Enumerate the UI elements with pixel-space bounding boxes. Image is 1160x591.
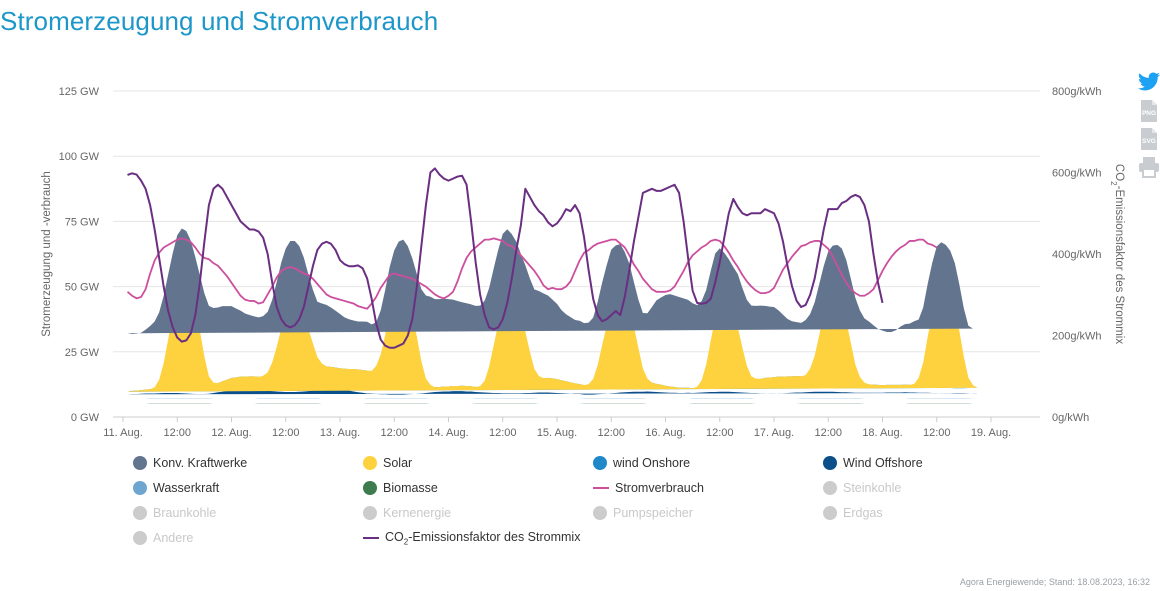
y2-axis-title-part: -Emissionsfaktor des Strommix bbox=[1113, 186, 1125, 345]
legend-symbol bbox=[593, 487, 609, 489]
legend-item-erdgas[interactable]: Erdgas bbox=[823, 504, 883, 522]
footer-credit: Agora Energiewende; Stand: 18.08.2023, 1… bbox=[959, 577, 1150, 587]
legend-label: Biomasse bbox=[383, 481, 438, 495]
legend-item-konv[interactable]: Konv. Kraftwerke bbox=[133, 454, 247, 472]
x-tick-label: 14. Aug. bbox=[428, 427, 468, 439]
legend-item-co2[interactable]: CO2-Emissionsfaktor des Strommix bbox=[363, 529, 580, 547]
legend-label-part: CO bbox=[385, 529, 404, 544]
legend-item-andere[interactable]: Andere bbox=[133, 529, 193, 547]
y2-axis-title: CO2-Emissionsfaktor des Strommix bbox=[1110, 164, 1126, 344]
legend-item-steinkohle[interactable]: Steinkohle bbox=[823, 479, 901, 497]
legend-symbol bbox=[823, 481, 837, 495]
legend-item-solar[interactable]: Solar bbox=[363, 454, 412, 472]
x-tick-label: 19. Aug. bbox=[971, 427, 1011, 439]
legend-label: Steinkohle bbox=[843, 481, 902, 495]
print-icon[interactable] bbox=[1137, 155, 1160, 179]
y2-tick-label: 0g/kWh bbox=[1052, 412, 1089, 424]
y-tick-label: 125 GW bbox=[59, 86, 100, 98]
y2-tick-label: 200g/kWh bbox=[1052, 331, 1102, 343]
svg-icon-label: SVG bbox=[1142, 138, 1156, 145]
area-series bbox=[127, 228, 978, 404]
twitter-icon[interactable] bbox=[1137, 70, 1160, 94]
legend-label: Konv. Kraftwerke bbox=[153, 456, 248, 470]
axes: 0 GW 25 GW 50 GW 75 GW 100 GW 125 GW 0g/kWh 200… bbox=[41, 86, 1125, 439]
legend-label: Wasserkraft bbox=[153, 481, 220, 495]
legend-symbol bbox=[133, 506, 147, 520]
x-tick-label: 12:00 bbox=[597, 427, 625, 439]
png-icon-label: PNG bbox=[1142, 110, 1156, 117]
legend-label: Braunkohle bbox=[153, 506, 217, 520]
legend-symbol bbox=[593, 456, 607, 470]
y2-tick-label: 800g/kWh bbox=[1052, 86, 1102, 98]
x-tick-label: 16. Aug. bbox=[645, 427, 685, 439]
y2-tick-label: 400g/kWh bbox=[1052, 249, 1102, 261]
legend-symbol bbox=[133, 531, 147, 545]
legend-label: wind Onshore bbox=[613, 456, 691, 470]
legend-symbol bbox=[363, 537, 379, 539]
legend-item-wasserkraft[interactable]: Wasserkraft bbox=[133, 479, 219, 497]
legend-label: Solar bbox=[383, 456, 413, 470]
y2-axis-title-part: CO bbox=[1113, 164, 1125, 181]
legend-label: Kernenergie bbox=[383, 506, 452, 520]
page-title: Stromerzeugung und Stromverbrauch bbox=[0, 6, 439, 36]
legend-symbol bbox=[363, 481, 377, 495]
legend-item-braunkohle[interactable]: Braunkohle bbox=[133, 504, 216, 522]
legend-label: Erdgas bbox=[843, 506, 883, 520]
legend-symbol bbox=[823, 456, 837, 470]
legend-item-pumpspeicher[interactable]: Pumpspeicher bbox=[593, 504, 693, 522]
legend-label: CO2-Emissionsfaktor des Strommix bbox=[385, 530, 580, 547]
x-tick-label: 12:00 bbox=[163, 427, 191, 439]
y2-tick-label: 600g/kWh bbox=[1052, 168, 1102, 180]
y-tick-label: 0 GW bbox=[71, 412, 100, 424]
legend-symbol bbox=[133, 481, 147, 495]
y2-axis-title-sub: 2 bbox=[1110, 181, 1119, 186]
legend-symbol bbox=[363, 456, 377, 470]
line-stromverbrauch bbox=[126, 237, 938, 310]
x-tick-label: 12:00 bbox=[706, 427, 734, 439]
legend-label: Wind Offshore bbox=[843, 456, 923, 470]
x-tick-label: 12:00 bbox=[489, 427, 517, 439]
legend-symbol bbox=[133, 456, 147, 470]
x-tick-label: 11. Aug. bbox=[103, 427, 143, 439]
legend-item-wind-onshore[interactable]: wind Onshore bbox=[593, 454, 690, 472]
legend-item-kernenergie[interactable]: Kernenergie bbox=[363, 504, 451, 522]
grid-lines bbox=[113, 90, 1040, 418]
legend-label-sub: 2 bbox=[403, 537, 409, 547]
x-tick-label: 13. Aug. bbox=[320, 427, 360, 439]
legend-item-stromverbrauch[interactable]: Stromverbrauch bbox=[593, 479, 704, 497]
area-konv bbox=[127, 228, 973, 335]
x-tick-label: 12. Aug. bbox=[211, 427, 251, 439]
x-tick-label: 12:00 bbox=[814, 427, 842, 439]
legend-item-biomasse[interactable]: Biomasse bbox=[363, 479, 438, 497]
area-solar bbox=[127, 279, 978, 392]
legend-symbol bbox=[363, 506, 377, 520]
x-tick-label: 12:00 bbox=[272, 427, 300, 439]
legend-symbol bbox=[823, 506, 837, 520]
x-tick-label: 17. Aug. bbox=[754, 427, 794, 439]
png-download-icon[interactable]: PNG bbox=[1137, 99, 1160, 123]
x-tick-label: 12:00 bbox=[380, 427, 408, 439]
legend-symbol bbox=[593, 506, 607, 520]
legend-label-part: -Emissionsfaktor des Strommix bbox=[408, 529, 581, 544]
y-tick-label: 25 GW bbox=[65, 347, 100, 359]
legend-label: Pumpspeicher bbox=[613, 506, 693, 520]
y-axis-title: Stromerzeugung und -verbrauch bbox=[41, 171, 53, 337]
x-tick-label: 15. Aug. bbox=[537, 427, 577, 439]
legend-item-wind-offshore[interactable]: Wind Offshore bbox=[823, 454, 923, 472]
x-tick-label: 18. Aug. bbox=[862, 427, 902, 439]
legend-label: Stromverbrauch bbox=[615, 481, 704, 495]
x-tick-label: 12:00 bbox=[923, 427, 951, 439]
y-tick-label: 50 GW bbox=[65, 282, 100, 294]
svg-download-icon[interactable]: SVG bbox=[1137, 127, 1160, 151]
y-tick-label: 75 GW bbox=[65, 216, 100, 228]
line-co2 bbox=[127, 167, 884, 349]
y-tick-label: 100 GW bbox=[59, 151, 100, 163]
legend-label: Andere bbox=[153, 531, 194, 545]
line-series bbox=[126, 167, 938, 349]
